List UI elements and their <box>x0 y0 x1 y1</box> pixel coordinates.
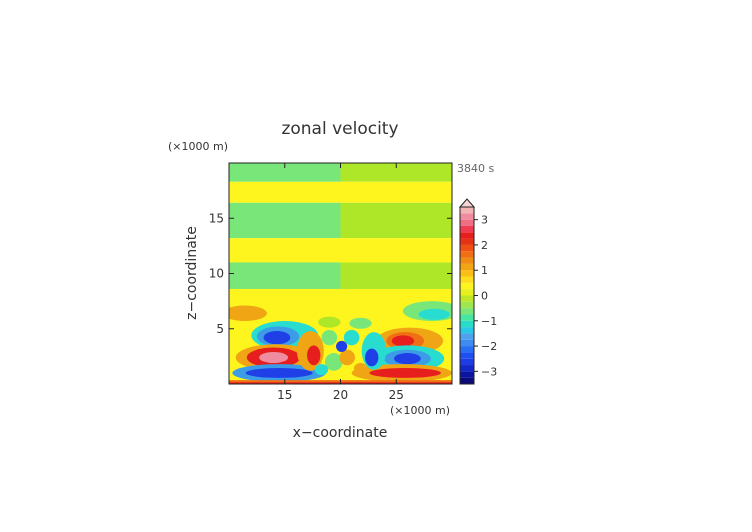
field-blob <box>229 305 267 322</box>
x-axis: 15 20 25 <box>277 163 404 402</box>
field-blob <box>259 351 289 364</box>
field-band <box>229 262 341 289</box>
colorbar-bin <box>460 377 474 384</box>
colorbar-bin <box>460 301 474 309</box>
field-blob <box>418 308 450 320</box>
field-blob <box>263 330 291 345</box>
colorbar-tick-label: 2 <box>481 239 488 252</box>
colorbar-bin <box>460 295 474 302</box>
field-band <box>229 181 341 203</box>
colorbar-bin <box>460 339 474 347</box>
field-band <box>340 238 452 263</box>
field-blob <box>245 367 313 378</box>
colorbar-bin <box>460 282 474 290</box>
colorbar-bin <box>460 333 474 340</box>
field-band <box>340 262 452 289</box>
field-blob <box>391 335 415 347</box>
field-blob <box>336 340 348 352</box>
field-blob <box>318 316 341 328</box>
field-band <box>340 163 452 182</box>
colorbar-bin <box>460 244 474 252</box>
field-blob <box>353 363 368 375</box>
colorbar-tick-label: −1 <box>481 315 497 328</box>
y-tick-label: 15 <box>209 211 224 225</box>
field-blob <box>324 353 343 371</box>
colorbar-bin <box>460 289 474 296</box>
colorbar-tick-label: −2 <box>481 340 497 353</box>
colorbar-extend-arrow <box>458 198 476 208</box>
colorbar-bin <box>460 238 474 245</box>
colorbar-bin <box>460 225 474 233</box>
colorbar-tick-label: 1 <box>481 264 488 277</box>
colorbar-bin <box>460 263 474 271</box>
colorbar-bin <box>460 320 474 328</box>
colorbar-bin <box>460 308 474 315</box>
y-tick-label: 10 <box>209 267 224 281</box>
y-unit-label: (×1000 m) <box>168 140 228 153</box>
colorbar-bin <box>460 270 474 277</box>
chart-title: zonal velocity <box>281 119 398 139</box>
field-blob <box>314 364 329 376</box>
colorbar-bin <box>460 358 474 366</box>
colorbar-bin <box>460 251 474 258</box>
field-blob <box>394 353 421 365</box>
y-axis-label: z−coordinate <box>184 226 200 320</box>
colorbar-bin <box>460 352 474 359</box>
field-blob <box>365 348 379 367</box>
x-unit-label: (×1000 m) <box>390 404 450 417</box>
colorbar-bin <box>460 232 474 239</box>
colorbar-bin <box>460 371 474 378</box>
field-band <box>229 202 341 239</box>
colorbar-bin <box>460 365 474 372</box>
colorbar-bin <box>460 207 474 214</box>
colorbar-tick-label: −3 <box>481 365 497 378</box>
colorbar-tick-label: 0 <box>481 290 488 303</box>
colorbar: 3 2 1 0 −1 −2 −3 <box>458 198 497 385</box>
y-axis: 5 10 15 <box>209 211 452 336</box>
field-blob <box>369 367 441 378</box>
colorbar-bin <box>460 219 474 226</box>
y-tick-label: 5 <box>216 322 224 336</box>
field-band <box>229 163 341 182</box>
field-band <box>340 181 452 203</box>
colorbar-bin <box>460 213 474 220</box>
colorbar-bin <box>460 327 474 334</box>
colorbar-bin <box>460 346 474 353</box>
colorbar-tick-label: 3 <box>481 214 488 227</box>
field-blob <box>339 349 355 366</box>
field-blob <box>307 345 321 366</box>
field-blob <box>321 329 338 346</box>
field-band <box>229 238 341 263</box>
field-band <box>340 202 452 239</box>
colorbar-bin <box>460 314 474 321</box>
colorbar-bin <box>460 276 474 283</box>
x-tick-label: 15 <box>277 388 292 402</box>
x-axis-label: x−coordinate <box>293 425 388 441</box>
time-label: 3840 s <box>457 162 494 175</box>
x-tick-label: 20 <box>333 388 348 402</box>
field-blob <box>343 329 360 346</box>
colorbar-bin <box>460 257 474 264</box>
x-tick-label: 25 <box>389 388 404 402</box>
velocity-field <box>229 163 452 384</box>
field-blob <box>349 317 372 329</box>
